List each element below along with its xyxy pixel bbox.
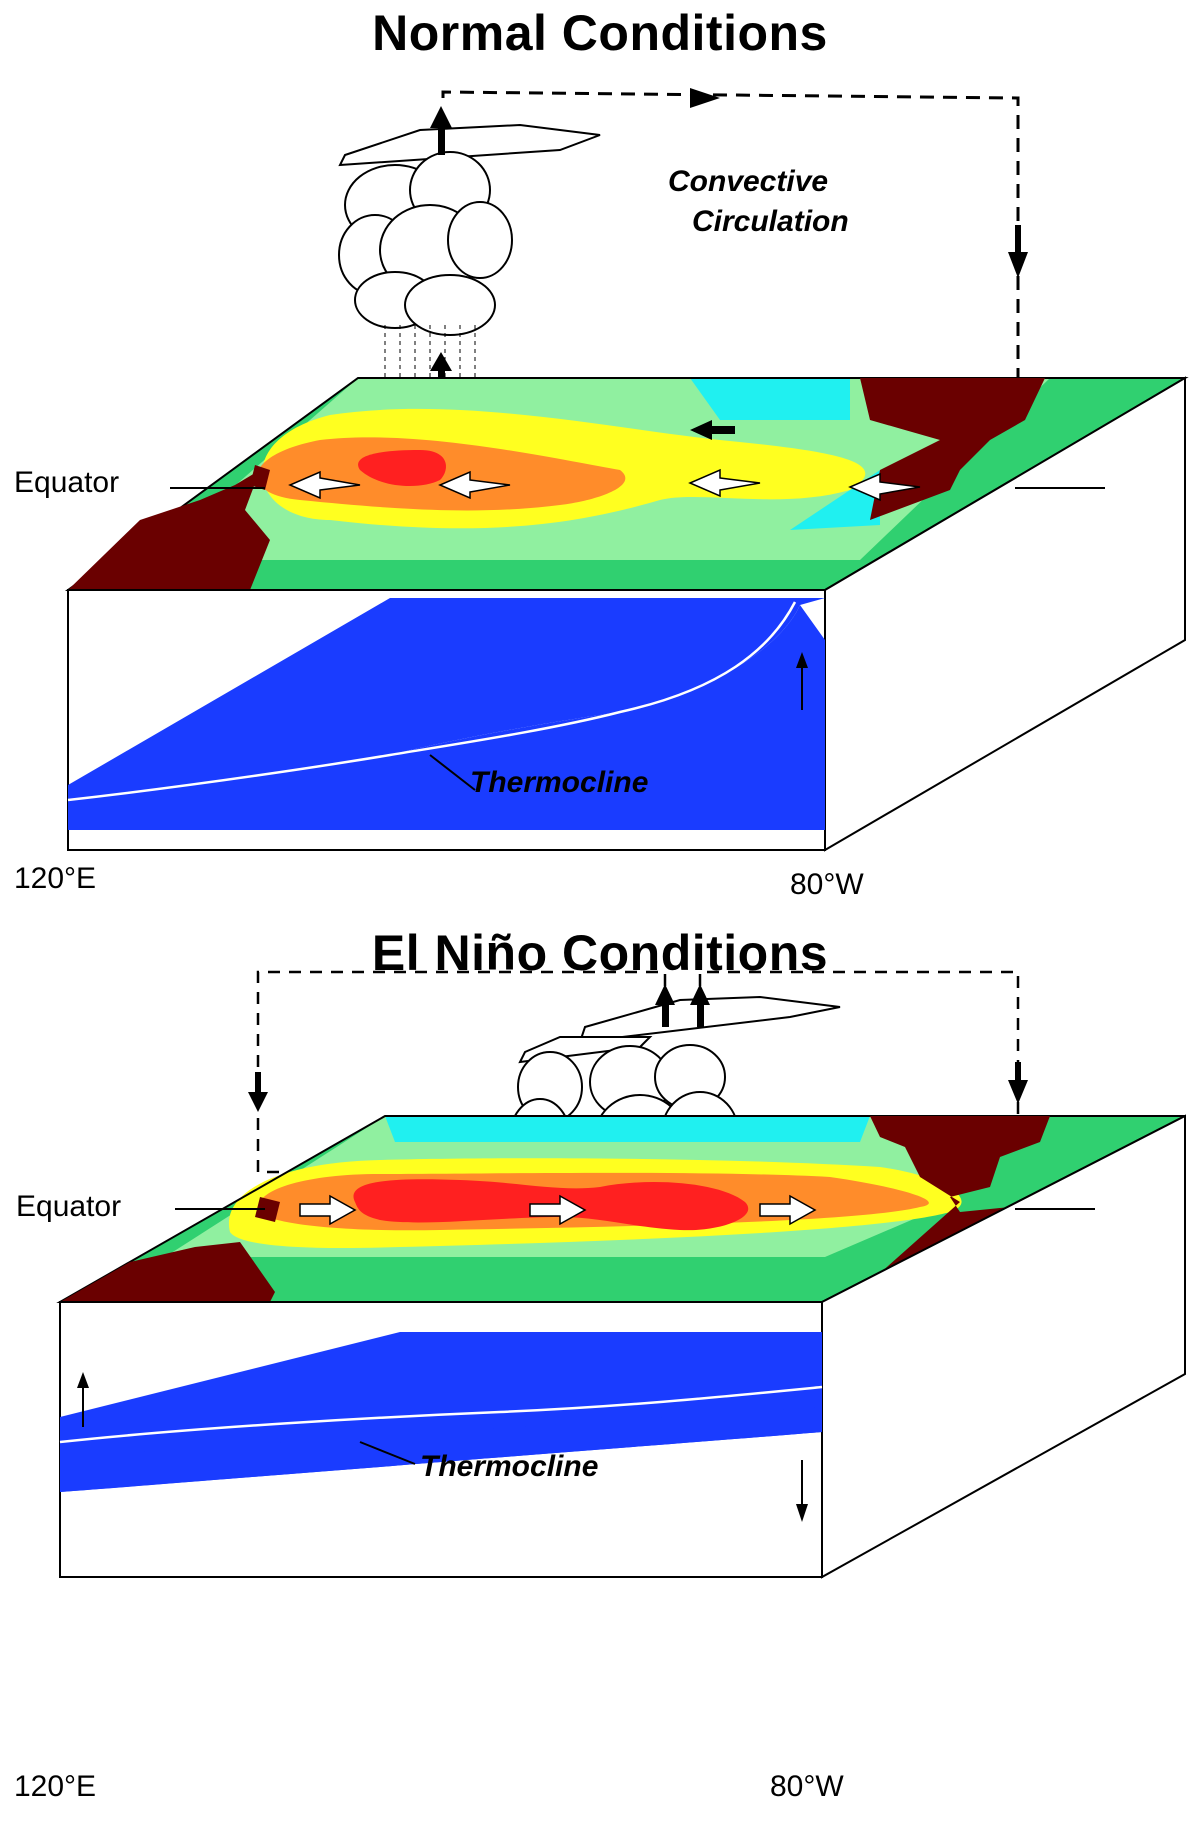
el-nino-conditions-panel: El Niño Conditions xyxy=(0,912,1200,1812)
normal-conditions-panel: Normal Conditions xyxy=(0,0,1200,901)
normal-title: Normal Conditions xyxy=(372,5,828,61)
longitude-80w-label: 80°W xyxy=(790,868,864,901)
downdraft-arrow-icon xyxy=(248,1062,1028,1112)
land-mass xyxy=(60,1116,1050,1302)
equator-label: Equator xyxy=(14,466,120,499)
longitude-80w-label: 80°W xyxy=(770,1770,844,1803)
circulation-label: Circulation xyxy=(692,205,849,238)
longitude-120e-label: 120°E xyxy=(14,862,97,895)
thermocline-line xyxy=(67,601,797,802)
trade-wind-arrows xyxy=(288,468,921,502)
thermocline-label: Thermocline xyxy=(470,766,649,799)
upwelling-arrow-icon xyxy=(77,1372,89,1427)
el-nino-diagram xyxy=(56,970,1186,1579)
ocean-cross-section xyxy=(59,1114,1186,1579)
equator-label: Equator xyxy=(16,1190,122,1223)
ocean-cross-section xyxy=(67,376,1186,852)
land-mass xyxy=(68,378,1045,590)
longitude-120e-label: 120°E xyxy=(14,1770,97,1803)
cloud-icon xyxy=(338,123,601,336)
circulation-arrow-down xyxy=(1008,252,1028,278)
circulation-arrow-east xyxy=(690,88,720,108)
thermocline-label: Thermocline xyxy=(420,1450,599,1483)
rain-lines xyxy=(384,325,476,388)
westerly-wind-arrows xyxy=(299,1194,817,1226)
upwelling-arrow-icon xyxy=(796,652,808,710)
downwelling-arrow-icon xyxy=(796,1460,808,1522)
normal-diagram xyxy=(64,88,1189,852)
convective-label: Convective xyxy=(668,165,829,198)
surface-return-arrow-icon xyxy=(690,420,735,440)
thermocline-line xyxy=(59,1385,823,1444)
